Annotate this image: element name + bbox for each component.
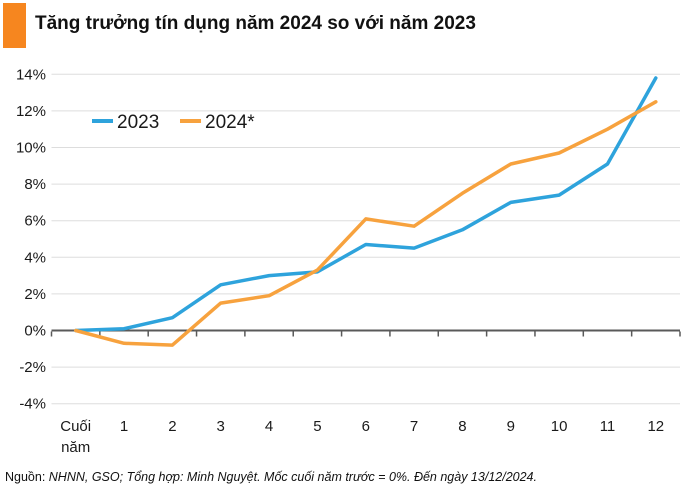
source-label: Nguồn: xyxy=(5,470,49,484)
legend-label-2024*: 2024* xyxy=(205,112,255,133)
x-axis-tick-label: 4 xyxy=(265,418,273,435)
x-axis-tick-label: 9 xyxy=(507,418,515,435)
y-axis-tick-label: -2% xyxy=(19,359,46,376)
x-axis-tick-label: 5 xyxy=(313,418,321,435)
legend-label-2023: 2023 xyxy=(117,112,159,133)
x-axis-tick-label: 10 xyxy=(551,418,568,435)
x-axis-tick-label: 3 xyxy=(217,418,225,435)
y-axis-tick-label: 4% xyxy=(24,249,46,266)
y-axis-tick-label: 8% xyxy=(24,176,46,193)
y-axis-tick-label: 2% xyxy=(24,286,46,303)
y-axis-tick-label: 0% xyxy=(24,323,46,340)
x-axis-tick-label: Cuối năm xyxy=(60,418,91,456)
series-line-2024* xyxy=(73,100,658,347)
y-axis-tick-label: 10% xyxy=(16,140,46,157)
x-axis-tick-label: 12 xyxy=(647,418,664,435)
x-axis-tick-label: 6 xyxy=(362,418,370,435)
x-axis-tick-label: 7 xyxy=(410,418,418,435)
chart-title: Tăng trưởng tín dụng năm 2024 so với năm… xyxy=(35,13,476,34)
series-line-2023 xyxy=(73,76,658,333)
x-axis-tick-label: 11 xyxy=(600,418,616,435)
x-axis-tick-label: 8 xyxy=(458,418,466,435)
x-axis-tick-label: 1 xyxy=(120,418,128,435)
y-axis-tick-label: 14% xyxy=(16,66,46,83)
source-text: NHNN, GSO; Tổng hợp: Minh Nguyệt. Mốc cu… xyxy=(48,470,537,484)
y-axis-tick-label: 12% xyxy=(16,103,46,120)
source-note: Nguồn: NHNN, GSO; Tổng hợp: Minh Nguyệt.… xyxy=(5,470,697,484)
x-axis-tick-label: 2 xyxy=(168,418,176,435)
title-accent-bar xyxy=(3,3,26,48)
y-axis-tick-label: 6% xyxy=(24,213,46,230)
y-axis-tick-label: -4% xyxy=(19,396,46,413)
